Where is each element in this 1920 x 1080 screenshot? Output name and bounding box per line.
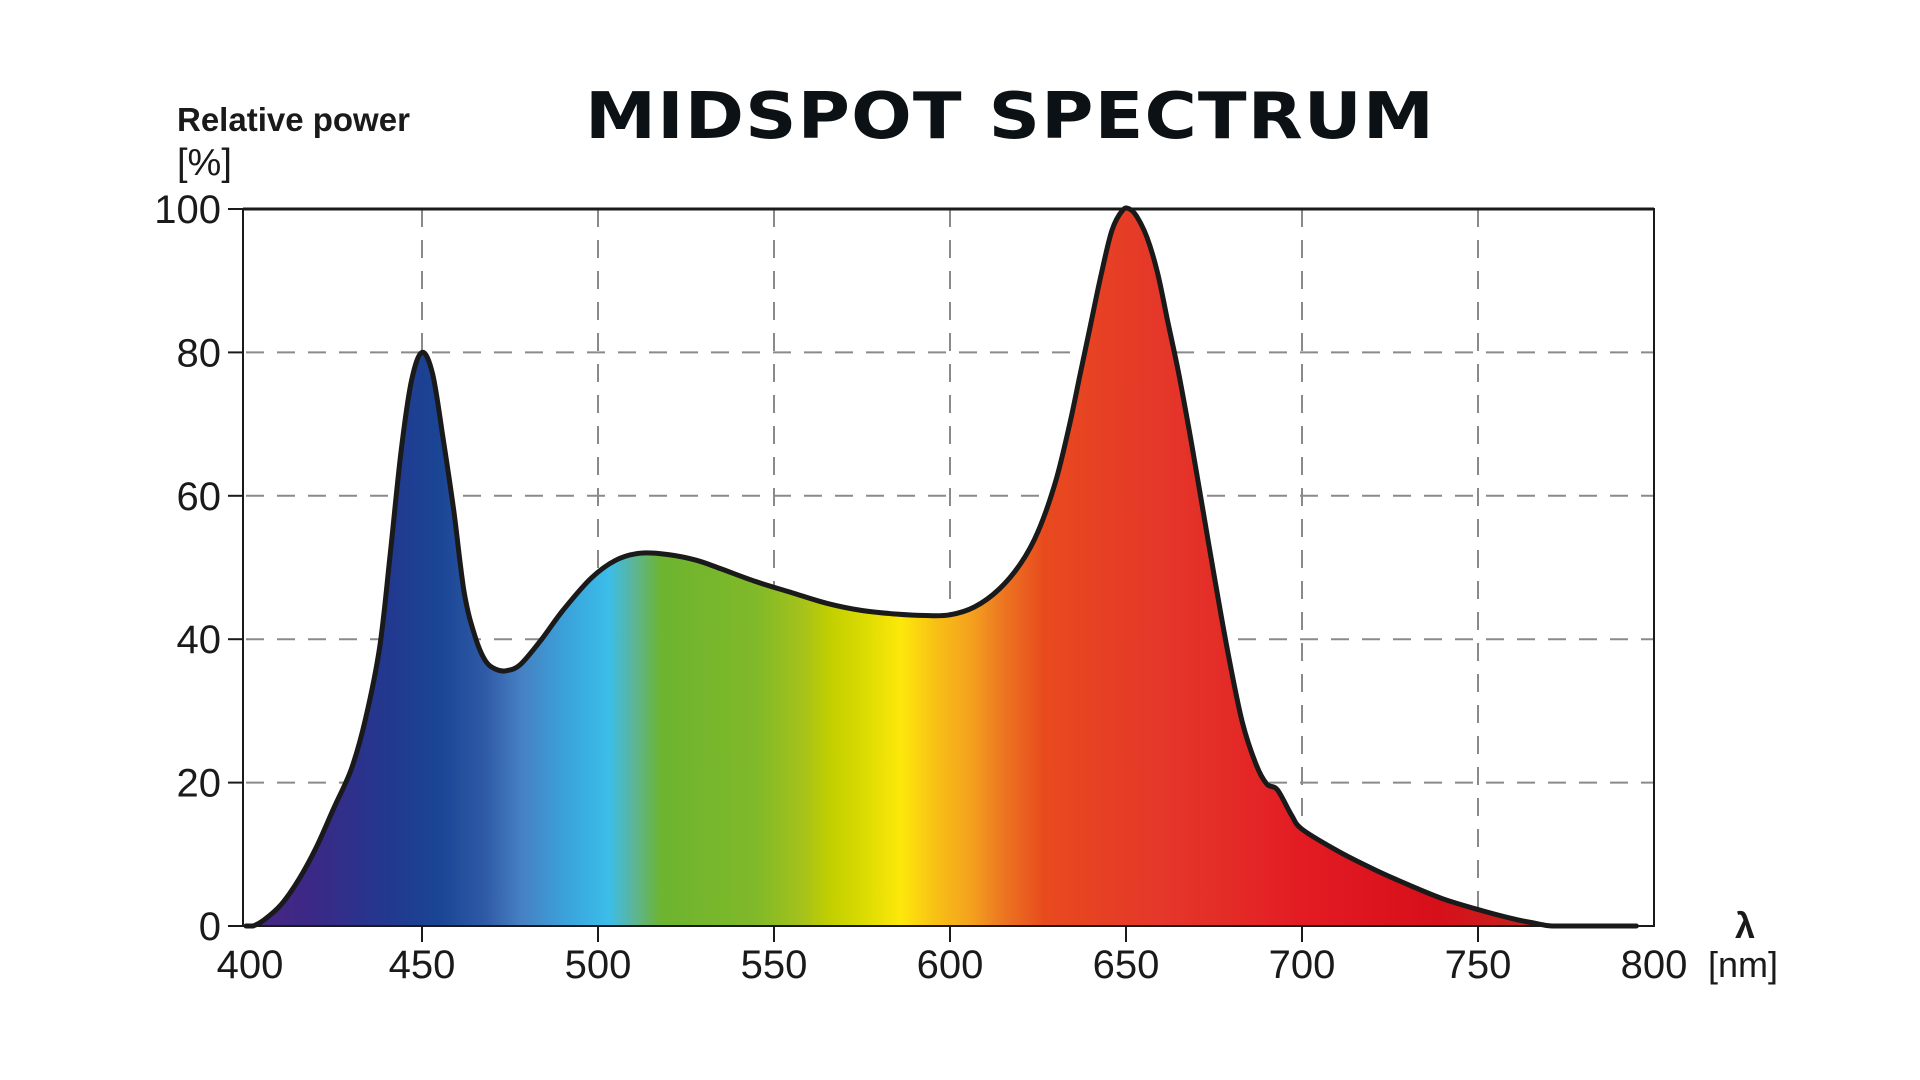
plot-frame	[242, 207, 1655, 927]
x-axis-unit: [nm]	[1708, 944, 1778, 985]
y-tick-label: 60	[177, 475, 222, 519]
x-tick-label: 500	[565, 943, 632, 987]
x-tick-label: 400	[217, 943, 284, 987]
x-tick-label: 650	[1093, 943, 1160, 987]
y-tick-label: 0	[199, 905, 221, 949]
spectrum-fill	[246, 207, 1637, 926]
x-tick-label: 600	[917, 943, 984, 987]
x-tick-label: 450	[389, 943, 456, 987]
x-axis-ticks: 400 450 500 550 600 650 700 750 800	[217, 926, 1688, 987]
y-axis-unit: [%]	[177, 142, 232, 184]
y-tick-label: 100	[154, 188, 221, 232]
y-tick-label: 80	[177, 331, 222, 375]
x-tick-label: 800	[1621, 943, 1688, 987]
x-tick-label: 550	[741, 943, 808, 987]
x-tick-label: 750	[1445, 943, 1512, 987]
x-axis-label: λ	[1735, 905, 1755, 946]
chart-title: MIDSPOT SPECTRUM	[585, 80, 1435, 154]
spectrum-area	[243, 205, 1639, 929]
y-tick-label: 20	[177, 762, 222, 806]
y-axis-ticks: 0 20 40 60 80 100	[154, 188, 243, 949]
y-tick-label: 40	[177, 618, 222, 662]
x-tick-label: 700	[1269, 943, 1336, 987]
spectrum-curve	[243, 205, 1639, 929]
y-axis-label: Relative power	[177, 101, 410, 138]
